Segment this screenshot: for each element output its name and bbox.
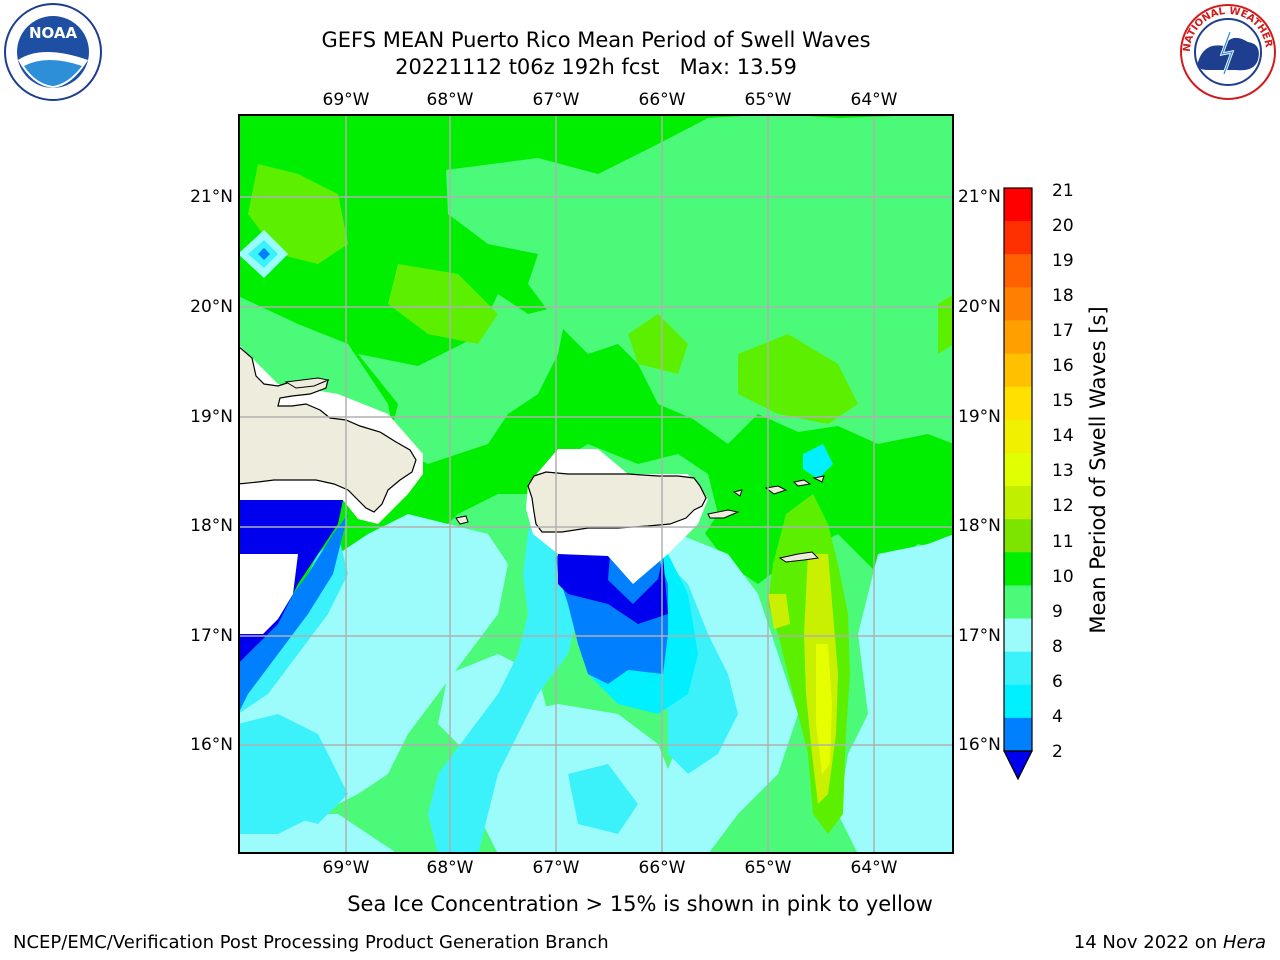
colorbar-band — [1004, 552, 1032, 587]
colorbar-band — [1004, 452, 1032, 487]
colorbar-tick-11: 11 — [1052, 532, 1074, 552]
colorbar-band — [1004, 188, 1032, 222]
colorbar-band — [1004, 585, 1032, 620]
lat-label-right-19n: 19°N — [958, 407, 1001, 427]
colorbar-band — [1004, 684, 1032, 719]
colorbar-band — [1004, 519, 1032, 553]
lat-label-left-16n: 16°N — [190, 735, 233, 755]
colorbar-band — [1004, 486, 1032, 520]
lat-label-right-17n: 17°N — [958, 626, 1001, 646]
lat-label-left-18n: 18°N — [190, 516, 233, 536]
colorbar-tick-12: 12 — [1052, 496, 1074, 516]
lat-label-right-16n: 16°N — [958, 735, 1001, 755]
lat-label-right-21n: 21°N — [958, 187, 1001, 207]
colorbar-tick-21: 21 — [1052, 181, 1074, 201]
colorbar-band — [1004, 254, 1032, 288]
lon-label-top-65w: 65°W — [744, 90, 792, 110]
lon-label-top-68w: 68°W — [426, 90, 474, 110]
colorbar-band — [1004, 386, 1032, 421]
colorbar-band — [1004, 618, 1032, 653]
lat-label-left-21n: 21°N — [190, 187, 233, 207]
colorbar-band — [1004, 717, 1032, 752]
lon-label-top-69w: 69°W — [322, 90, 370, 110]
colorbar-band — [1004, 320, 1032, 355]
colorbar-tick-4: 4 — [1052, 707, 1063, 727]
noaa-logo: NOAA — [2, 2, 104, 106]
land-virgin-islands — [732, 475, 825, 497]
colorbar-tick-8: 8 — [1052, 637, 1063, 657]
colorbar-band — [1004, 419, 1032, 454]
colorbar-tick-2: 2 — [1052, 742, 1063, 762]
nws-logo: NATIONAL WEATHER SERVICE — [1174, 0, 1278, 106]
land-small-island-1 — [284, 377, 330, 389]
colorbar-tick-6: 6 — [1052, 672, 1063, 692]
colorbar-tick-14: 14 — [1052, 426, 1074, 446]
lon-label-top-64w: 64°W — [850, 90, 898, 110]
lon-label-bottom-67w: 67°W — [532, 858, 580, 878]
colorbar-tick-15: 15 — [1052, 391, 1074, 411]
colorbar-tick-16: 16 — [1052, 356, 1074, 376]
lat-label-left-17n: 17°N — [190, 626, 233, 646]
colorbar-band — [1004, 221, 1032, 255]
colorbar-label: Mean Period of Swell Waves [s] — [1086, 306, 1110, 634]
contour-below-2s — [238, 500, 668, 664]
colorbar-tick-19: 19 — [1052, 251, 1074, 271]
land-st-croix — [778, 551, 820, 563]
colorbar-tick-20: 20 — [1052, 216, 1074, 236]
lon-label-top-67w: 67°W — [532, 90, 580, 110]
colorbar-tick-17: 17 — [1052, 321, 1074, 341]
colorbar-frame — [1003, 187, 1033, 752]
title-line-2: 20221112 t06z 192h fcst Max: 13.59 — [395, 55, 797, 79]
footer-machine: Hera — [1222, 932, 1266, 953]
land-mona-island — [455, 515, 469, 525]
colorbar-extend-triangle — [1003, 750, 1033, 781]
lat-label-left-19n: 19°N — [190, 407, 233, 427]
colorbar-tick-13: 13 — [1052, 461, 1074, 481]
map-frame — [238, 114, 954, 854]
colorbar-band — [1004, 651, 1032, 686]
lat-label-right-18n: 18°N — [958, 516, 1001, 536]
colorbar-band — [1004, 353, 1032, 388]
footer-date: 14 Nov 2022 on — [1073, 932, 1223, 953]
lon-label-top-66w: 66°W — [638, 90, 686, 110]
lon-label-bottom-66w: 66°W — [638, 858, 686, 878]
colorbar-tick-18: 18 — [1052, 286, 1074, 306]
lon-label-bottom-69w: 69°W — [322, 858, 370, 878]
colorbar-band — [1004, 287, 1032, 322]
lat-label-right-20n: 20°N — [958, 297, 1001, 317]
contour-12-14s — [768, 494, 850, 834]
footer-credit: NCEP/EMC/Verification Post Processing Pr… — [13, 932, 609, 953]
colorbar-tick-9: 9 — [1052, 602, 1063, 622]
lon-label-bottom-65w: 65°W — [744, 858, 792, 878]
title-line-1: GEFS MEAN Puerto Rico Mean Period of Swe… — [321, 28, 871, 52]
lon-label-bottom-68w: 68°W — [426, 858, 474, 878]
swell-period-map — [238, 114, 954, 854]
colorbar — [1003, 187, 1033, 781]
footer-timestamp: 14 Nov 2022 on Hera — [1074, 932, 1266, 954]
caption: Sea Ice Concentration > 15% is shown in … — [347, 892, 933, 916]
diamond-feature — [238, 230, 288, 278]
colorbar-tick-10: 10 — [1052, 567, 1074, 587]
graticule — [238, 114, 954, 854]
lat-label-left-20n: 20°N — [190, 297, 233, 317]
caption-wrap: Sea Ice Concentration > 15% is shown in … — [0, 891, 1280, 917]
lon-label-bottom-64w: 64°W — [850, 858, 898, 878]
land-vieques — [707, 509, 740, 519]
noaa-logo-text: NOAA — [29, 24, 78, 42]
